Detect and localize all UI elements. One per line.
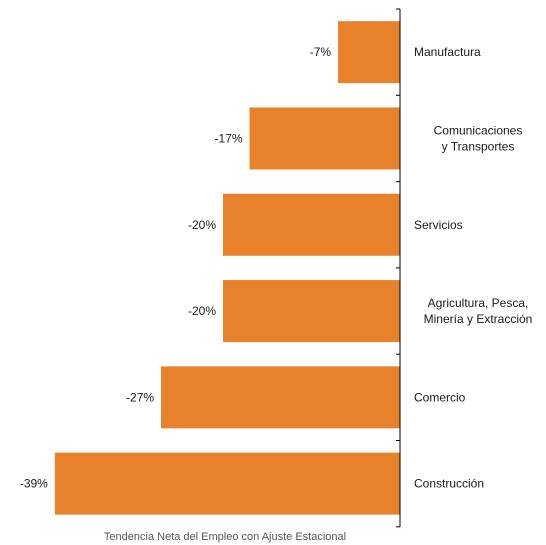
- value-label: -20%: [188, 218, 216, 232]
- bar: [223, 280, 400, 343]
- category-label: Manufactura: [414, 45, 481, 59]
- x-axis-title: Tendencia Neta del Empleo con Ajuste Est…: [104, 531, 346, 543]
- bar: [54, 452, 400, 515]
- axis-ticks-group: [396, 8, 400, 528]
- category-label: Construcción: [414, 477, 484, 491]
- bar: [223, 193, 400, 256]
- value-labels-group: -7% -17% -20% -20% -27% -39%: [20, 45, 332, 491]
- bar: [338, 21, 400, 84]
- value-label: -39%: [20, 477, 48, 491]
- value-label: -17%: [215, 131, 243, 145]
- category-label: Comercio: [414, 390, 466, 404]
- value-label: -27%: [126, 390, 154, 404]
- category-labels-group: Manufactura Comunicaciones y Transportes Se…: [414, 45, 533, 491]
- bar: [249, 107, 400, 170]
- bars-group: [54, 21, 400, 515]
- value-label: -7%: [310, 45, 332, 59]
- category-label: Servicios: [414, 218, 463, 232]
- value-label: -20%: [188, 304, 216, 318]
- category-label: Comunicaciones y Transportes: [434, 123, 523, 153]
- bar: [161, 366, 400, 429]
- category-label: Agricultura, Pesca, Minería y Extracción: [424, 296, 533, 326]
